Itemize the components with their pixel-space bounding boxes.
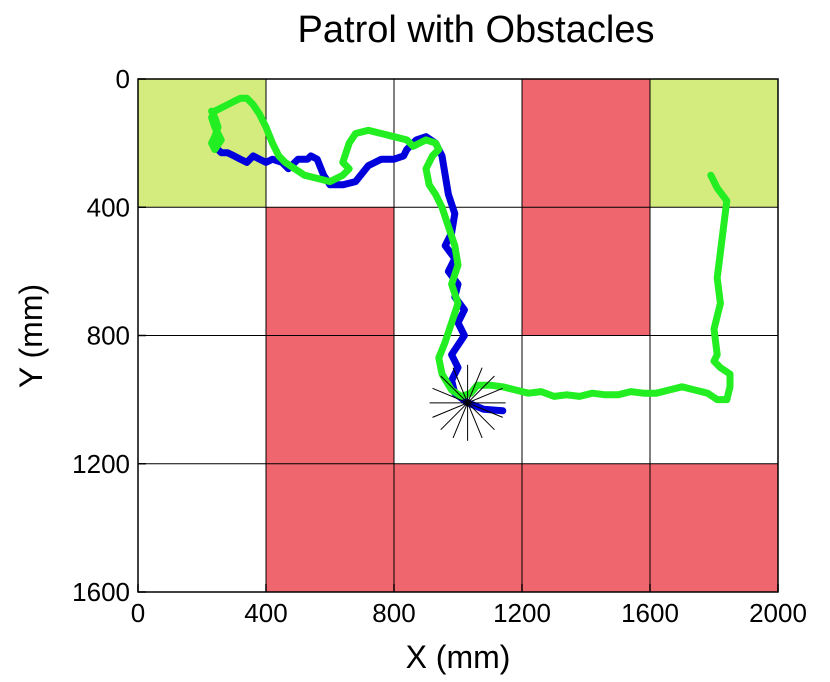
grid-cell-7 [394,463,522,592]
y-tick-label-4: 1600 [72,577,130,607]
y-tick-label-2: 800 [87,321,130,351]
marker-ray-7 [432,387,503,418]
grid-cell-6 [266,463,394,592]
y-axis-label: Y (mm) [13,284,49,388]
grid-cell-3 [266,207,394,336]
y-axis-ticks: 0 400 800 1200 1600 [72,64,146,607]
grid-cell-9 [650,463,778,592]
grid-cell-4 [522,207,650,336]
y-tick-label-1: 400 [87,192,130,222]
series-line-0 [211,133,507,415]
x-tick-label-3: 1200 [493,598,551,628]
x-tick-label-4: 1600 [621,598,679,628]
robot-marker [429,364,506,441]
x-axis-label: X (mm) [406,639,511,675]
x-axis-ticks: 0 400 800 1200 1600 2000 [131,584,807,628]
grid-cell-5 [266,335,394,464]
x-tick-label-5: 2000 [749,598,807,628]
obstacle-cells [138,79,778,592]
y-tick-label-0: 0 [116,64,130,94]
x-tick-label-0: 0 [131,598,145,628]
grid-cell-2 [522,79,650,208]
x-tick-label-1: 400 [244,598,287,628]
trajectory-series [208,94,734,415]
grid-cell-8 [522,463,650,592]
series-line-1 [208,94,734,404]
chart-title: Patrol with Obstacles [298,9,655,51]
x-tick-label-2: 800 [372,598,415,628]
y-tick-label-3: 1200 [72,449,130,479]
